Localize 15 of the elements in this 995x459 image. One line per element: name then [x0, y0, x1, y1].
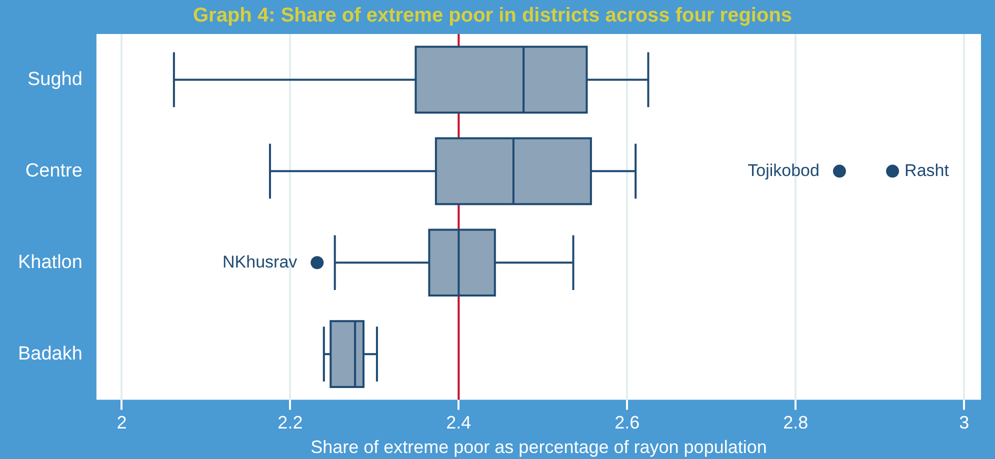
x-tick-label: 2	[116, 412, 127, 433]
y-tick-label: Badakh	[18, 343, 82, 364]
x-tick-label: 3	[959, 412, 970, 433]
y-tick-label: Centre	[25, 160, 82, 182]
x-tick-label: 2.8	[783, 412, 808, 433]
x-tick-label: 2.2	[278, 412, 303, 433]
x-tick-label: 2.6	[614, 412, 640, 433]
x-tick-label: 2.4	[446, 412, 472, 433]
annotation: Rasht	[904, 160, 950, 180]
annotation: NKhusrav	[222, 252, 298, 272]
y-tick-label: Sughd	[27, 68, 82, 90]
chart-title: Graph 4: Share of extreme poor in districts across four regions	[192, 4, 792, 27]
annotation: Tojikobod	[748, 160, 820, 180]
x-axis-title: Share of extreme poor as percentage of rayon population	[310, 437, 767, 458]
y-tick-label: Khatlon	[18, 252, 82, 273]
